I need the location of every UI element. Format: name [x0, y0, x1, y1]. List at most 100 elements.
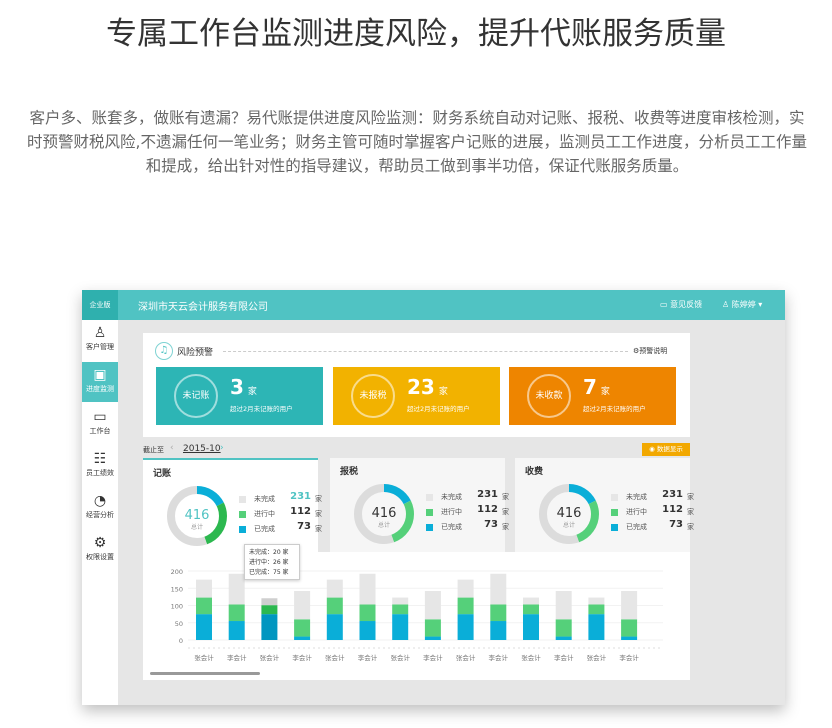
risk-help-link[interactable]: ⚙预警说明	[633, 346, 667, 356]
risk-unit: 家	[247, 387, 257, 397]
bell-icon: ♫	[155, 342, 173, 360]
sidebar-item-3[interactable]: ☷ 员工绩效	[82, 446, 118, 486]
bar-segment	[359, 604, 376, 622]
bar-segment	[196, 614, 212, 640]
legend-item: 进行中 112 家	[239, 506, 322, 519]
legend-swatch	[426, 493, 433, 501]
legend-label: 已完成	[254, 525, 275, 533]
app-screenshot: 企业版 深圳市天云会计服务有限公司 ▭ 意见反馈 ♙ 陈婷婷 ▾ ♙ 客户管理 ▣ 进…	[82, 290, 785, 705]
sidebar-item-0[interactable]: ♙ 客户管理	[82, 320, 118, 360]
user-icon: ♙	[93, 325, 107, 341]
donut-chart: 416 总计	[167, 486, 227, 546]
sidebar-item-5[interactable]: ⚙ 权限设置	[82, 530, 118, 570]
gear-icon: ⚙	[93, 535, 107, 551]
legend-unit: 家	[315, 525, 322, 533]
stat-card: 记账 416 总计 未完成 231 家进行中 112 家已完成 73 家	[143, 458, 322, 552]
user-menu[interactable]: ♙ 陈婷婷 ▾	[722, 299, 762, 310]
sidebar-item-1[interactable]: ▣ 进度监测	[82, 362, 118, 402]
legend-swatch	[426, 508, 433, 516]
bar-segment	[196, 597, 212, 615]
bar-segment	[424, 636, 441, 640]
date-value[interactable]: 2015-10	[183, 444, 221, 454]
bar-segment	[621, 636, 638, 640]
sidebar: ♙ 客户管理 ▣ 进度监测 ▭ 工作台 ☷ 员工绩效 ◔ 经营分析 ⚙ 权限设置	[82, 320, 118, 705]
legend-swatch	[239, 510, 246, 518]
x-tick-label: 张会计	[194, 653, 214, 662]
bar-segment	[490, 573, 507, 605]
bar-segment	[588, 604, 605, 615]
sidebar-item-4[interactable]: ◔ 经营分析	[82, 488, 118, 528]
donut-total-label: 总计	[191, 523, 203, 531]
donut-total-label: 总计	[563, 521, 575, 529]
legend-label: 进行中	[626, 508, 647, 516]
legend-item: 未完成 231 家	[611, 489, 694, 502]
bar-segment	[588, 614, 605, 640]
legend-item: 已完成 73 家	[611, 519, 694, 532]
risk-count: 23	[407, 375, 435, 399]
legend-value: 231	[477, 489, 498, 500]
next-month-button[interactable]: ›	[220, 443, 224, 453]
bar-segment	[359, 573, 376, 605]
page-description: 客户多、账套多，做账有遗漏？易代账提供进度风险监测：财务系统自动对记账、报税、收…	[27, 109, 807, 175]
x-tick-label: 张会计	[456, 653, 476, 662]
legend-value: 231	[662, 489, 683, 500]
y-tick-label: 100	[171, 603, 183, 611]
sliders-icon: ☷	[93, 451, 107, 467]
legend-unit: 家	[315, 495, 322, 503]
risk-count: 3	[230, 375, 244, 399]
x-tick-label: 李会计	[227, 653, 247, 662]
risk-card[interactable]: 未报税 23 家 超过2月未记账的用户	[333, 367, 500, 425]
feedback-label: 意见反馈	[670, 300, 703, 309]
sidebar-item-label: 员工绩效	[86, 469, 114, 477]
company-name: 深圳市天云会计服务有限公司	[138, 302, 268, 313]
legend-label: 未完成	[254, 495, 275, 503]
risk-desc: 超过2月未记账的用户	[583, 405, 646, 413]
page-title: 专属工作台监测进度风险，提升代账服务质量	[106, 16, 726, 52]
bar-segment	[457, 579, 474, 598]
legend-unit: 家	[502, 493, 509, 501]
x-tick-label: 张会计	[521, 653, 541, 662]
bar-segment	[523, 597, 539, 605]
user-icon: ♙	[722, 300, 732, 309]
bar-segment	[621, 619, 638, 637]
bar-segment	[326, 614, 343, 640]
legend-item: 已完成 73 家	[426, 519, 509, 532]
risk-card-badge: 未收款	[527, 374, 571, 418]
gear-icon: ⚙	[633, 347, 640, 355]
bar-segment	[621, 591, 638, 620]
bar-segment	[555, 636, 572, 640]
legend-value: 112	[477, 504, 498, 515]
horizontal-scrollbar[interactable]	[150, 672, 260, 675]
legend-item: 进行中 112 家	[611, 504, 694, 517]
sidebar-item-2[interactable]: ▭ 工作台	[82, 404, 118, 444]
bar-segment	[424, 591, 441, 620]
legend-item: 进行中 112 家	[426, 504, 509, 517]
stacked-bar-chart: 0 50 100 150 200 张会计 李会计 张会计 李会计 张会计 李会计 张会计 李会计 张会计 李…	[171, 568, 663, 662]
sidebar-item-label: 经营分析	[86, 511, 114, 519]
legend-value: 73	[669, 519, 683, 530]
bar-segment	[228, 621, 245, 640]
legend-label: 未完成	[441, 493, 462, 501]
donut-chart: 416 总计	[539, 484, 599, 544]
feedback-link[interactable]: ▭ 意见反馈	[660, 299, 702, 310]
prev-month-button[interactable]: ‹	[170, 443, 174, 453]
legend-unit: 家	[687, 493, 694, 501]
legend-value: 73	[297, 521, 311, 532]
y-tick-label: 50	[175, 620, 183, 628]
stat-title: 记账	[153, 469, 172, 479]
bar-segment	[523, 604, 539, 615]
legend-swatch	[611, 523, 618, 531]
legend-label: 进行中	[254, 510, 275, 518]
bar-segment	[228, 604, 245, 622]
chart-panel: 0 50 100 150 200 张会计 李会计 张会计 李会计 张会计 李会计 张会计 李会计 张会计 李…	[143, 544, 690, 680]
donut-total: 416	[557, 506, 582, 521]
display-toggle-button[interactable]: ◉ 数据显示	[642, 443, 690, 456]
stat-title: 收费	[525, 467, 544, 477]
x-tick-label: 张会计	[390, 653, 410, 662]
bar-segment	[555, 591, 572, 620]
bar-segment	[588, 597, 605, 605]
stat-card: 收费 416 总计 未完成 231 家进行中 112 家已完成 73 家	[515, 458, 694, 552]
eye-icon: ◉	[649, 445, 657, 453]
